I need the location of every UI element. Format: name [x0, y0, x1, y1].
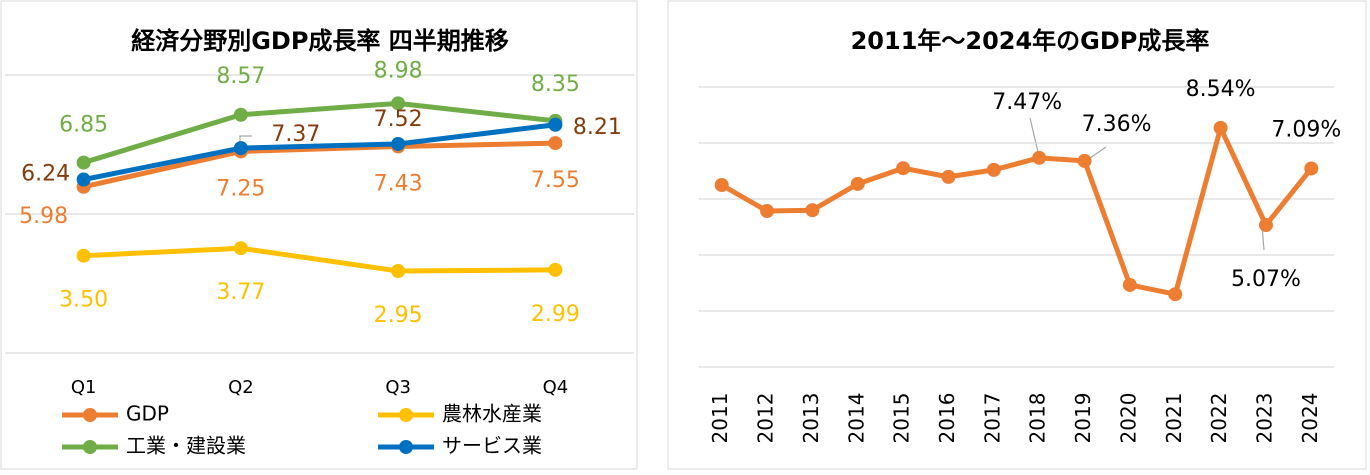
- data-label: 8.21: [573, 115, 622, 140]
- x-tick-label: 2024: [1298, 393, 1322, 444]
- series-line: [83, 140, 556, 190]
- series-line: [82, 100, 556, 165]
- leader-line: [1029, 117, 1039, 153]
- series-line: [83, 122, 556, 182]
- left-panel: [0, 0, 638, 470]
- point: [391, 96, 406, 111]
- point: [76, 172, 91, 187]
- data-label: 7.36%: [1082, 112, 1152, 137]
- data-label: 8.35: [531, 72, 580, 97]
- point: [548, 117, 563, 132]
- data-label: 7.09%: [1271, 117, 1341, 142]
- point: [941, 169, 956, 184]
- chart-title: 2011年～2024年のGDP成長率: [851, 27, 1210, 55]
- legend-marker: [83, 408, 97, 422]
- point: [76, 155, 91, 170]
- legend-label: 農林水産業: [442, 402, 542, 426]
- point: [850, 176, 865, 191]
- point: [548, 262, 563, 277]
- data-label: 3.77: [216, 280, 265, 305]
- x-tick-label: Q2: [228, 377, 254, 398]
- point: [714, 178, 729, 192]
- legend-label: GDP: [126, 402, 169, 426]
- x-tick-label: 2014: [844, 393, 868, 444]
- data-label: 6.85: [59, 113, 108, 138]
- point: [1032, 150, 1047, 165]
- data-label: 7.55: [531, 168, 580, 193]
- data-label: 7.43: [374, 171, 423, 196]
- data-label: 6.24: [21, 162, 70, 187]
- x-tick-label: 2019: [1071, 393, 1095, 444]
- point: [1213, 120, 1228, 135]
- x-tick-label: 2013: [799, 393, 823, 444]
- legend-marker: [399, 408, 413, 422]
- data-label: 8.54%: [1186, 77, 1256, 102]
- point: [391, 136, 406, 151]
- right-panel: [667, 0, 1367, 470]
- point: [1304, 161, 1319, 176]
- point: [986, 162, 1001, 177]
- x-tick-label: 2023: [1252, 393, 1276, 444]
- point: [233, 141, 248, 156]
- data-label: 3.50: [59, 288, 108, 313]
- legend-label: 工業・建設業: [126, 434, 246, 458]
- data-label: 7.47%: [992, 90, 1062, 115]
- x-tick-label: 2017: [980, 393, 1004, 444]
- x-tick-label: 2016: [935, 393, 959, 444]
- data-label: 7.37: [271, 122, 320, 147]
- point: [1258, 218, 1273, 233]
- leader-line: [1089, 146, 1107, 159]
- point: [233, 107, 248, 122]
- legend-marker: [399, 440, 413, 454]
- point: [760, 204, 775, 219]
- x-tick-label: 2022: [1207, 393, 1231, 444]
- x-tick-label: Q3: [385, 377, 411, 398]
- point: [896, 161, 911, 176]
- legend-label: サービス業: [442, 434, 542, 458]
- data-label: 2.95: [374, 303, 423, 328]
- point: [76, 248, 91, 263]
- data-label: 2.99: [531, 302, 580, 327]
- point: [1168, 287, 1183, 302]
- point: [548, 136, 563, 151]
- data-label: 7.25: [216, 176, 265, 201]
- series-line: [83, 245, 556, 274]
- x-tick-label: 2021: [1162, 393, 1186, 444]
- legend-marker: [83, 440, 97, 454]
- data-label: 8.57: [216, 64, 265, 89]
- point: [233, 241, 248, 256]
- x-tick-label: 2020: [1116, 393, 1140, 444]
- x-tick-label: 2018: [1026, 393, 1050, 444]
- point: [805, 203, 820, 218]
- point: [1122, 277, 1137, 292]
- point: [1077, 153, 1092, 168]
- x-tick-label: 2015: [890, 393, 914, 444]
- x-tick-label: Q4: [543, 377, 569, 398]
- x-tick-label: Q1: [71, 377, 97, 398]
- point: [391, 263, 406, 278]
- data-label: 7.52: [374, 107, 423, 132]
- x-tick-label: 2012: [754, 393, 778, 444]
- data-label: 5.07%: [1231, 267, 1301, 292]
- data-label: 8.98: [374, 58, 423, 83]
- data-label: 5.98: [19, 204, 68, 229]
- chart-title: 経済分野別GDP成長率 四半期推移: [131, 27, 509, 55]
- x-tick-label: 2011: [708, 393, 732, 444]
- series-line: [720, 125, 1314, 297]
